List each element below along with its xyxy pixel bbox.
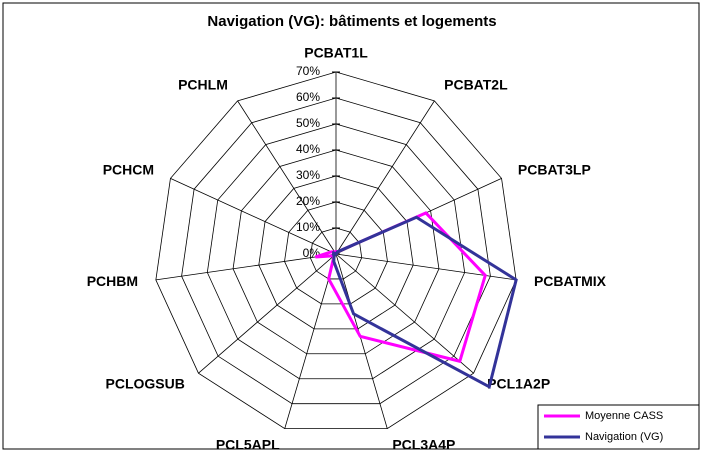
y-tick-label: 30% <box>296 168 320 182</box>
grid-line <box>284 201 388 305</box>
y-tick-label: 50% <box>296 116 320 130</box>
legend-label: Moyenne CASS <box>585 410 663 422</box>
category-label: PCBAT3LP <box>518 162 591 178</box>
axis-spoke <box>335 100 435 255</box>
category-label: PCBAT2L <box>444 76 508 92</box>
grid-line <box>206 123 466 380</box>
grid-line <box>181 97 491 405</box>
y-tick-label: 70% <box>296 64 320 78</box>
category-label: PCL5APL <box>216 437 280 450</box>
legend-label: Navigation (VG) <box>585 431 663 443</box>
category-label: PCLOGSUB <box>106 376 185 392</box>
category-label: PCHBM <box>87 273 138 289</box>
series-line <box>331 215 518 390</box>
grid-line <box>258 175 414 330</box>
category-label: PCBATMIX <box>534 273 607 289</box>
axis-spoke <box>237 100 337 255</box>
axis-spoke <box>155 253 337 281</box>
axis-spoke <box>198 253 337 374</box>
y-tick-label: 40% <box>296 142 320 156</box>
category-label: PCL1A2P <box>487 376 550 392</box>
category-label: PCHLM <box>178 76 228 92</box>
category-label: PCL3A4P <box>392 437 455 450</box>
y-tick-label: 10% <box>296 220 320 234</box>
grid-line <box>155 71 517 430</box>
axis-spoke <box>335 253 474 374</box>
category-label: PCHCM <box>103 162 154 178</box>
y-tick-label: 60% <box>296 90 320 104</box>
axis-spoke <box>335 253 388 429</box>
legend <box>537 404 700 450</box>
axis-spoke <box>170 178 337 255</box>
category-label: PCBAT1L <box>304 45 368 61</box>
chart-frame <box>2 2 700 450</box>
grid-line <box>232 149 440 355</box>
chart-title: Navigation (VG): bâtiments et logements <box>207 13 496 30</box>
y-tick-label: 20% <box>296 194 320 208</box>
axis-spoke <box>284 253 337 429</box>
